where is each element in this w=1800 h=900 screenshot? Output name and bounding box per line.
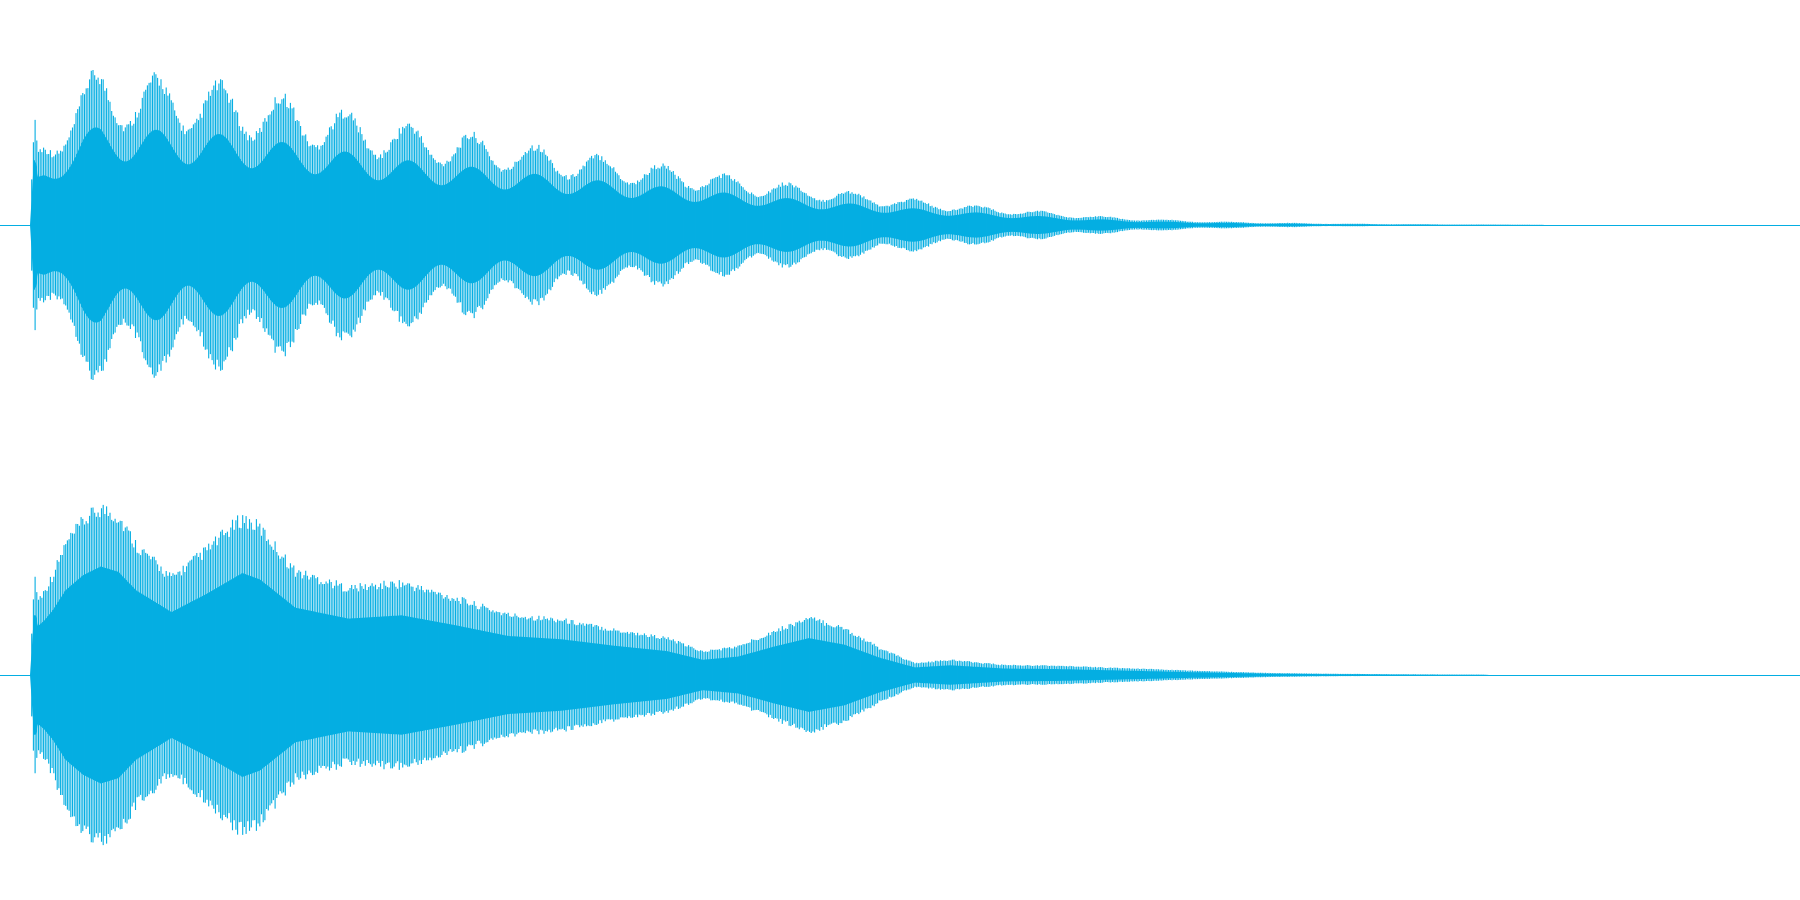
channel-1-waveform <box>0 70 1800 380</box>
channel-2-waveform <box>0 504 1800 846</box>
channel-1-waveform-peaks <box>31 70 1544 380</box>
channel-2-waveform-peaks <box>31 504 1488 846</box>
